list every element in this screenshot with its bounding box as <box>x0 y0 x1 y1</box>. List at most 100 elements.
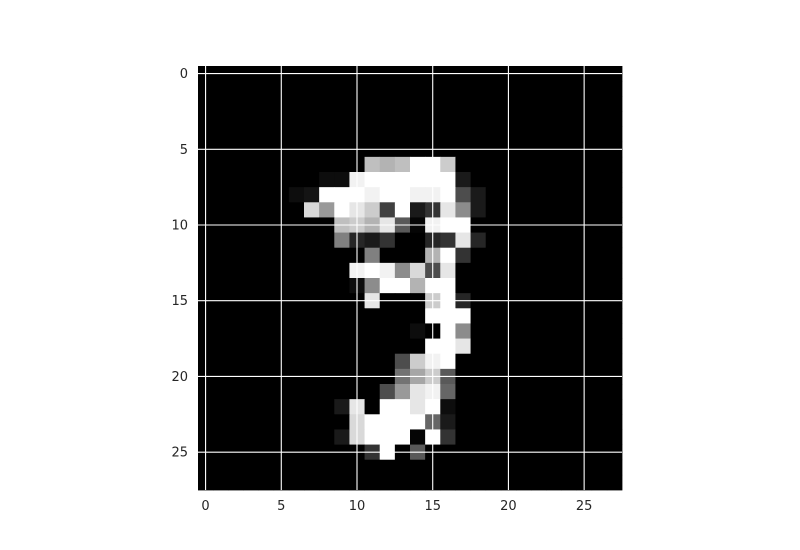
x-tick-label: 5 <box>277 499 285 514</box>
heatmap-cell <box>485 338 502 355</box>
heatmap-cell <box>410 459 426 476</box>
heatmap-cell <box>455 81 471 97</box>
heatmap-cell <box>394 247 411 264</box>
heatmap-cell <box>455 232 471 249</box>
heatmap-cell <box>561 202 577 218</box>
heatmap-cell <box>516 81 532 97</box>
heatmap-cell <box>440 353 456 370</box>
heatmap-cell <box>334 384 350 400</box>
heatmap-cells <box>198 66 623 491</box>
grid-lines <box>198 66 622 490</box>
heatmap-cell <box>258 459 275 476</box>
heatmap-cell <box>485 202 502 218</box>
heatmap-cell <box>516 278 532 294</box>
heatmap-cell <box>228 338 244 355</box>
heatmap-cell <box>410 202 426 218</box>
heatmap-cell <box>379 459 396 476</box>
heatmap-cell <box>394 384 411 400</box>
heatmap-cell <box>379 262 396 279</box>
heatmap-cell <box>334 399 350 415</box>
heatmap-cell <box>591 156 608 173</box>
heatmap-cell <box>304 96 320 112</box>
heatmap-cell <box>606 187 623 203</box>
heatmap-cell <box>228 111 244 127</box>
heatmap-cell <box>364 459 381 476</box>
heatmap-cell <box>485 111 502 127</box>
heatmap-cell <box>440 384 456 400</box>
heatmap-cell <box>213 384 229 400</box>
heatmap-cell <box>606 353 623 370</box>
heatmap-cell <box>243 187 259 203</box>
heatmap-cell <box>561 429 577 445</box>
heatmap-cell <box>531 459 547 476</box>
heatmap-cell <box>319 429 335 445</box>
heatmap-cell <box>606 126 623 143</box>
heatmap-cell <box>288 414 305 430</box>
heatmap-cell <box>470 202 487 218</box>
heatmap-cell <box>258 338 275 355</box>
heatmap-cell <box>455 429 471 445</box>
heatmap-cell <box>591 308 608 324</box>
heatmap-cell <box>561 278 577 294</box>
heatmap-cell <box>243 247 259 264</box>
heatmap-cell <box>304 156 320 173</box>
heatmap-cell <box>516 172 532 188</box>
heatmap-cell <box>546 126 562 143</box>
heatmap-cell <box>485 384 502 400</box>
heatmap-cell <box>379 399 396 415</box>
heatmap-cell <box>531 262 547 279</box>
heatmap-cell <box>213 156 229 173</box>
heatmap-cell <box>455 172 471 188</box>
heatmap-cell <box>410 111 426 127</box>
heatmap-cell <box>485 247 502 264</box>
heatmap-cell <box>228 384 244 400</box>
heatmap-cell <box>319 172 335 188</box>
heatmap-cell <box>470 81 487 97</box>
heatmap-cell <box>485 353 502 370</box>
heatmap-cell <box>258 81 275 97</box>
heatmap-cell <box>319 262 335 279</box>
heatmap-cell <box>591 126 608 143</box>
heatmap-cell <box>394 96 411 112</box>
heatmap-cell <box>304 323 320 339</box>
heatmap-cell <box>440 278 456 294</box>
heatmap-cell <box>213 429 229 445</box>
heatmap-cell <box>319 111 335 127</box>
heatmap-cell <box>334 429 350 445</box>
x-tick-label: 10 <box>349 499 366 514</box>
heatmap-cell <box>288 247 305 264</box>
heatmap-cell <box>591 96 608 112</box>
heatmap-cell <box>243 172 259 188</box>
heatmap-cell <box>546 459 562 476</box>
heatmap-cell <box>304 81 320 97</box>
heatmap-cell <box>546 202 562 218</box>
heatmap-cell <box>455 247 471 264</box>
heatmap-cell <box>440 126 456 143</box>
heatmap-cell <box>546 399 562 415</box>
heatmap-cell <box>470 399 487 415</box>
heatmap-cell <box>440 172 456 188</box>
heatmap-cell <box>243 308 259 324</box>
heatmap-cell <box>410 429 426 445</box>
heatmap-cell <box>213 232 229 249</box>
heatmap-cell <box>334 323 350 339</box>
heatmap-cell <box>288 156 305 173</box>
heatmap-cell <box>440 474 456 491</box>
heatmap-cell <box>561 459 577 476</box>
heatmap-cell <box>228 399 244 415</box>
heatmap-cell <box>531 353 547 370</box>
heatmap-cell <box>606 414 623 430</box>
heatmap-cell <box>304 459 320 476</box>
heatmap-cell <box>319 308 335 324</box>
heatmap-cell <box>228 96 244 112</box>
heatmap-cell <box>410 172 426 188</box>
heatmap-cell <box>516 232 532 249</box>
heatmap-cell <box>213 262 229 279</box>
heatmap-cell <box>304 172 320 188</box>
heatmap-cell <box>213 474 229 491</box>
heatmap-cell <box>319 202 335 218</box>
heatmap-cell <box>334 232 350 249</box>
heatmap-cell <box>561 232 577 249</box>
heatmap-cell <box>288 81 305 97</box>
heatmap-cell <box>516 156 532 173</box>
